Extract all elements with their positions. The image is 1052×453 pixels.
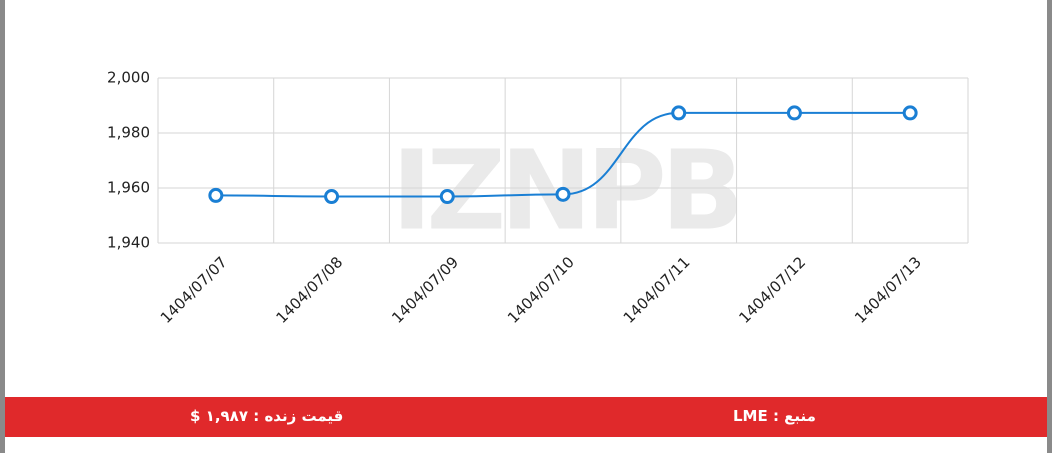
- x-tick-label: 1404/07/09: [388, 253, 462, 327]
- x-tick-label: 1404/07/07: [157, 253, 231, 327]
- y-tick-label: 2,000: [107, 69, 150, 87]
- y-tick-label: 1,980: [107, 124, 150, 142]
- y-tick-label: 1,960: [107, 179, 150, 197]
- point: [324, 189, 340, 205]
- point: [902, 105, 918, 121]
- x-tick-label: 1404/07/10: [504, 253, 578, 327]
- y-tick-label: 1,940: [107, 234, 150, 252]
- x-tick-label: 1404/07/08: [273, 253, 347, 327]
- x-tick-label: 1404/07/12: [735, 253, 809, 327]
- live-price: قیمت زنده : ۱,۹۸۷ $: [190, 407, 344, 425]
- footer-bar: قیمت زنده : ۱,۹۸۷ $ منبع : LME: [5, 397, 1047, 437]
- point: [671, 105, 687, 121]
- x-tick-label: 1404/07/13: [851, 253, 925, 327]
- point: [786, 105, 802, 121]
- point: [208, 187, 224, 203]
- source: منبع : LME: [733, 407, 816, 425]
- point: [439, 189, 455, 205]
- point: [555, 186, 571, 202]
- x-tick-label: 1404/07/11: [620, 253, 694, 327]
